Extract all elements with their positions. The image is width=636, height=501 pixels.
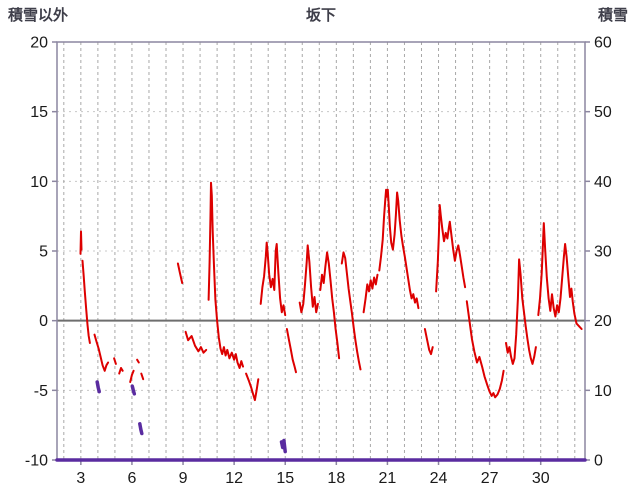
x-axis-tick-label: 18 bbox=[327, 470, 345, 487]
x-axis-tick-label: 24 bbox=[430, 470, 448, 487]
temperature-line bbox=[435, 204, 467, 293]
x-axis-tick-label: 21 bbox=[379, 470, 397, 487]
temperature-line bbox=[136, 358, 140, 364]
temperature-line bbox=[378, 188, 420, 310]
temperature-line bbox=[140, 372, 145, 381]
x-axis-tick-label: 12 bbox=[225, 470, 243, 487]
temperature-line bbox=[118, 367, 124, 375]
left-axis-title: 積雪以外 bbox=[8, 7, 69, 24]
left-axis-tick-label: -5 bbox=[34, 383, 48, 400]
left-axis-tick-label: -10 bbox=[25, 453, 48, 470]
x-axis-tick-label: 30 bbox=[532, 470, 550, 487]
right-axis-tick-label: 60 bbox=[594, 35, 612, 52]
right-axis-title: 積雪 bbox=[597, 7, 628, 24]
snow-line bbox=[138, 422, 144, 436]
temperature-line bbox=[423, 328, 434, 356]
temperature-line bbox=[259, 241, 287, 317]
left-axis-tick-label: 10 bbox=[30, 174, 48, 191]
left-axis-tick-label: 0 bbox=[39, 313, 48, 330]
left-axis-tick-label: 15 bbox=[30, 104, 48, 121]
chart-title: 坂下 bbox=[305, 7, 337, 24]
right-axis-tick-label: 0 bbox=[594, 453, 603, 470]
right-axis-tick-label: 50 bbox=[594, 104, 612, 121]
temperature-line bbox=[362, 273, 379, 314]
temperature-line bbox=[340, 251, 362, 371]
snow-line bbox=[130, 384, 137, 396]
x-axis-tick-label: 3 bbox=[76, 470, 85, 487]
temperature-line bbox=[285, 328, 297, 374]
temperature-line bbox=[245, 372, 260, 402]
snow-line bbox=[95, 380, 101, 394]
right-axis-tick-label: 30 bbox=[594, 244, 612, 261]
temperature-line bbox=[207, 181, 244, 369]
temperature-line bbox=[93, 333, 110, 372]
temperature-line bbox=[537, 222, 583, 330]
temperature-line bbox=[319, 251, 341, 360]
x-axis-tick-label: 6 bbox=[127, 470, 136, 487]
right-axis-tick-label: 40 bbox=[594, 174, 612, 191]
right-axis-tick-label: 20 bbox=[594, 313, 612, 330]
temperature-line bbox=[81, 259, 91, 344]
temperature-line bbox=[129, 369, 135, 383]
temperature-line bbox=[176, 262, 184, 284]
temperature-line bbox=[298, 244, 319, 314]
left-axis-tick-label: 20 bbox=[30, 35, 48, 52]
temperature-line bbox=[465, 300, 505, 399]
left-axis-tick-label: 5 bbox=[39, 244, 48, 261]
x-axis-tick-label: 9 bbox=[179, 470, 188, 487]
temperature-line bbox=[505, 258, 537, 365]
temperature-line bbox=[184, 330, 208, 354]
temperature-line bbox=[113, 357, 117, 365]
x-axis-tick-label: 15 bbox=[276, 470, 294, 487]
x-axis-tick-label: 27 bbox=[481, 470, 499, 487]
temperature-line bbox=[79, 230, 83, 255]
right-axis-tick-label: 10 bbox=[594, 383, 612, 400]
snow-line bbox=[279, 438, 287, 454]
